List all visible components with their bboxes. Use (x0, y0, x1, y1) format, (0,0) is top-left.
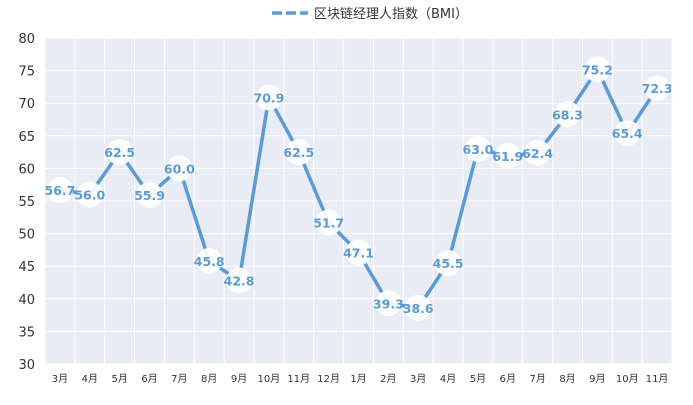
x-tick-label: 2月 (380, 373, 396, 385)
data-label: 75.2 (582, 62, 613, 77)
y-axis: 30 35 40 45 50 55 60 65 70 75 80 (18, 32, 35, 373)
data-point (644, 75, 671, 102)
y-tick-label: 60 (18, 162, 35, 177)
data-point (524, 139, 551, 166)
x-tick-label: 4月 (82, 373, 98, 385)
y-tick-label: 80 (18, 32, 35, 47)
data-label: 45.8 (194, 254, 225, 269)
x-tick-label: 4月 (440, 373, 456, 385)
data-label: 51.7 (313, 216, 344, 231)
data-label: 72.3 (642, 81, 673, 96)
data-label: 61.9 (492, 149, 523, 164)
data-point (285, 139, 312, 166)
x-tick-label: 6月 (141, 373, 157, 385)
x-tick-label: 1月 (350, 373, 366, 385)
x-axis: 3月 4月 5月 6月 7月 8月 9月 10月 11月 12月 1月 2月 3月 4月 5月 6月 7月 8月 9… (52, 373, 669, 385)
x-tick-label: 11月 (287, 373, 310, 385)
data-point (345, 239, 372, 266)
data-point (375, 290, 402, 317)
data-point (136, 182, 163, 209)
data-label: 62.5 (104, 145, 135, 160)
data-label: 47.1 (343, 246, 374, 261)
data-point (196, 247, 223, 274)
x-tick-label: 5月 (470, 373, 486, 385)
grid-lines (44, 37, 673, 365)
y-tick-label: 45 (18, 260, 35, 275)
x-tick-label: 12月 (317, 373, 340, 385)
data-label: 60.0 (164, 161, 195, 176)
x-tick-label: 9月 (589, 373, 605, 385)
data-label: 55.9 (134, 188, 165, 203)
x-tick-label: 7月 (529, 373, 545, 385)
x-tick-label: 11月 (646, 373, 669, 385)
data-point (464, 135, 491, 162)
x-tick-label: 10月 (616, 373, 639, 385)
x-tick-label: 8月 (201, 373, 217, 385)
data-point (76, 181, 103, 208)
y-tick-label: 35 (18, 325, 35, 340)
x-tick-label: 3月 (410, 373, 426, 385)
data-label: 63.0 (463, 142, 494, 157)
x-tick-label: 5月 (111, 373, 127, 385)
legend-label: 区块链经理人指数（BMI） (314, 7, 468, 22)
data-label: 68.3 (552, 107, 583, 122)
data-labels: 56.7 56.0 62.5 55.9 60.0 45.8 42.8 70.9 62.5 51.7… (45, 56, 673, 321)
data-label: 70.9 (254, 90, 285, 105)
y-tick-label: 70 (18, 97, 35, 112)
data-point (226, 267, 253, 294)
x-tick-label: 6月 (500, 373, 516, 385)
data-label: 62.4 (522, 146, 553, 161)
y-tick-label: 30 (18, 358, 35, 373)
data-point (106, 139, 133, 166)
y-tick-label: 40 (18, 293, 35, 308)
data-point (584, 56, 611, 83)
x-tick-label: 10月 (258, 373, 281, 385)
data-point (166, 155, 193, 182)
data-point (614, 120, 641, 147)
data-point (405, 294, 432, 321)
data-label: 56.0 (74, 187, 105, 202)
x-tick-label: 9月 (231, 373, 247, 385)
data-label: 62.5 (283, 145, 314, 160)
x-tick-label: 3月 (52, 373, 68, 385)
x-tick-label: 8月 (559, 373, 575, 385)
data-point (494, 143, 521, 170)
data-label: 45.5 (433, 256, 464, 271)
y-tick-label: 50 (18, 228, 35, 243)
legend: 区块链经理人指数（BMI） (272, 7, 468, 22)
x-tick-label: 7月 (171, 373, 187, 385)
data-label: 39.3 (373, 296, 404, 311)
data-label: 38.6 (403, 301, 434, 316)
y-tick-label: 75 (18, 65, 35, 80)
data-point (315, 209, 342, 236)
data-point (255, 84, 282, 111)
data-point (435, 249, 462, 276)
data-label: 65.4 (612, 126, 643, 141)
y-tick-label: 65 (18, 130, 35, 145)
data-label: 56.7 (45, 183, 76, 198)
y-tick-label: 55 (18, 195, 35, 210)
data-label: 42.8 (224, 274, 255, 289)
data-point (554, 101, 581, 128)
data-point (46, 176, 73, 203)
